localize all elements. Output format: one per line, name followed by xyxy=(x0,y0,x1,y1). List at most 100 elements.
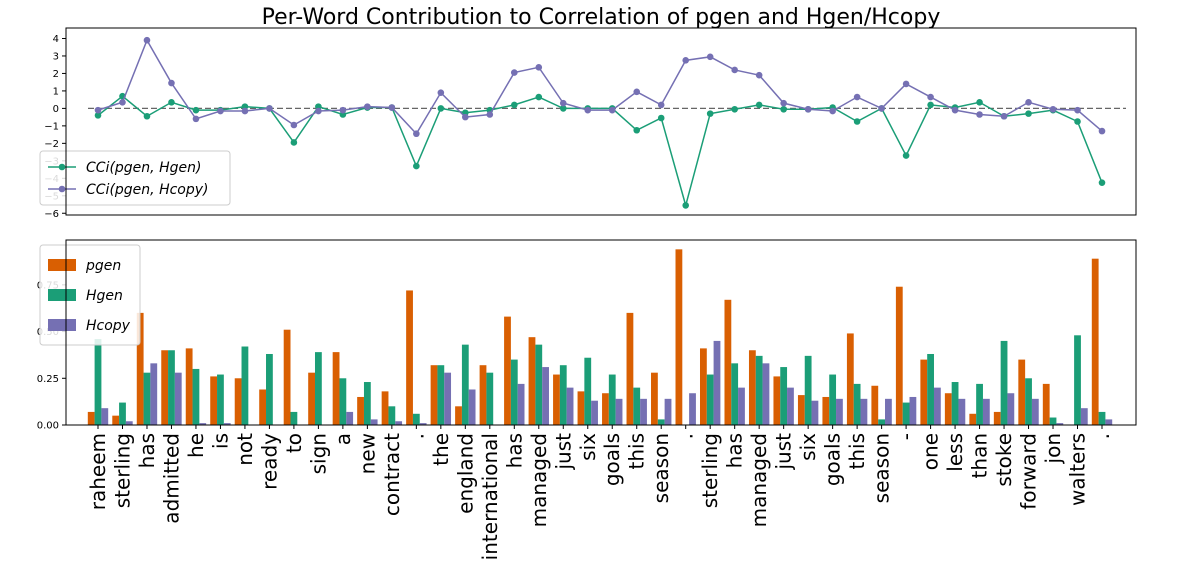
point xyxy=(1025,98,1032,106)
point xyxy=(143,112,151,120)
point xyxy=(608,106,616,114)
x-tick-label: than xyxy=(968,433,992,478)
y-tick-label: −2 xyxy=(44,139,59,150)
point xyxy=(657,101,665,109)
bar xyxy=(773,376,781,425)
point xyxy=(731,66,738,74)
bar xyxy=(1018,359,1026,425)
point xyxy=(217,107,224,115)
bar xyxy=(395,421,403,425)
bar xyxy=(1000,340,1008,425)
bar xyxy=(1007,393,1015,425)
bar xyxy=(412,413,420,425)
point xyxy=(927,101,934,109)
bar xyxy=(542,367,549,425)
bar xyxy=(168,350,175,425)
bar xyxy=(150,363,158,425)
x-tick-label: just xyxy=(772,433,796,471)
x-tick-label: jon xyxy=(1041,433,1065,464)
bar xyxy=(143,372,151,425)
x-tick-label: the xyxy=(429,433,453,466)
bar xyxy=(615,398,623,425)
bar xyxy=(125,421,133,425)
point xyxy=(853,93,861,101)
bar xyxy=(266,353,273,425)
point xyxy=(633,88,641,96)
bar xyxy=(87,411,95,425)
bar xyxy=(1025,378,1032,425)
x-tick-label: international xyxy=(478,433,502,560)
x-tick-label: goals xyxy=(821,433,845,486)
x-tick-label: new xyxy=(355,433,379,474)
point xyxy=(755,101,763,109)
bar xyxy=(860,398,868,425)
x-tick-label: a xyxy=(331,433,355,445)
x-tick-label: . xyxy=(404,433,428,439)
bar xyxy=(1049,417,1057,425)
bar xyxy=(748,350,756,425)
point xyxy=(902,80,910,88)
bar xyxy=(1031,398,1039,425)
bar xyxy=(577,391,585,425)
bar xyxy=(976,383,983,425)
bar xyxy=(461,344,469,425)
bar xyxy=(885,398,892,425)
bar xyxy=(731,363,739,425)
point xyxy=(462,113,469,121)
legend-label: CCi(pgen, Hgen) xyxy=(86,160,201,176)
point xyxy=(1074,106,1081,114)
bar xyxy=(895,286,903,425)
y-tick-label: 3 xyxy=(53,51,59,62)
bar xyxy=(112,415,120,425)
bar xyxy=(1080,408,1088,425)
bar xyxy=(528,337,536,425)
point xyxy=(388,104,396,111)
legend-swatch xyxy=(48,289,76,301)
bar xyxy=(419,423,427,425)
bar xyxy=(920,359,928,425)
x-tick-label: admitted xyxy=(159,433,183,524)
legend-label: CCi(pgen, Hcopy) xyxy=(86,182,209,198)
y-tick-label: 0 xyxy=(53,104,59,115)
point xyxy=(1098,179,1106,186)
bar xyxy=(944,393,952,425)
point xyxy=(780,99,787,107)
point xyxy=(364,103,371,110)
bar xyxy=(535,344,543,425)
bar xyxy=(608,374,616,425)
point xyxy=(94,112,102,119)
bar xyxy=(755,355,763,425)
bar xyxy=(517,383,525,425)
point xyxy=(1098,127,1106,135)
point xyxy=(731,105,738,113)
legend-label: Hgen xyxy=(86,288,123,304)
bar xyxy=(689,393,696,425)
bar xyxy=(437,365,445,425)
bar xyxy=(1056,423,1064,425)
bar xyxy=(853,383,861,425)
bar xyxy=(1105,419,1113,425)
x-tick-label: sign xyxy=(306,433,330,474)
bar xyxy=(1098,411,1106,425)
bar xyxy=(591,400,598,425)
point xyxy=(437,89,445,96)
bar xyxy=(136,312,144,425)
legend-swatch xyxy=(48,319,76,331)
bar xyxy=(706,374,714,425)
y-tick-label: −6 xyxy=(44,209,59,220)
bar xyxy=(951,382,959,425)
x-tick-label: has xyxy=(135,433,159,468)
point xyxy=(535,93,543,101)
bar xyxy=(444,372,452,425)
x-tick-label: just xyxy=(551,433,575,471)
x-tick-label: raheem xyxy=(86,433,110,510)
bar xyxy=(174,372,182,425)
point xyxy=(1074,118,1081,125)
point xyxy=(192,106,200,114)
bar xyxy=(388,406,396,425)
axes-frame xyxy=(65,27,1137,216)
point xyxy=(927,93,934,101)
point xyxy=(168,98,175,106)
line xyxy=(97,38,1103,135)
